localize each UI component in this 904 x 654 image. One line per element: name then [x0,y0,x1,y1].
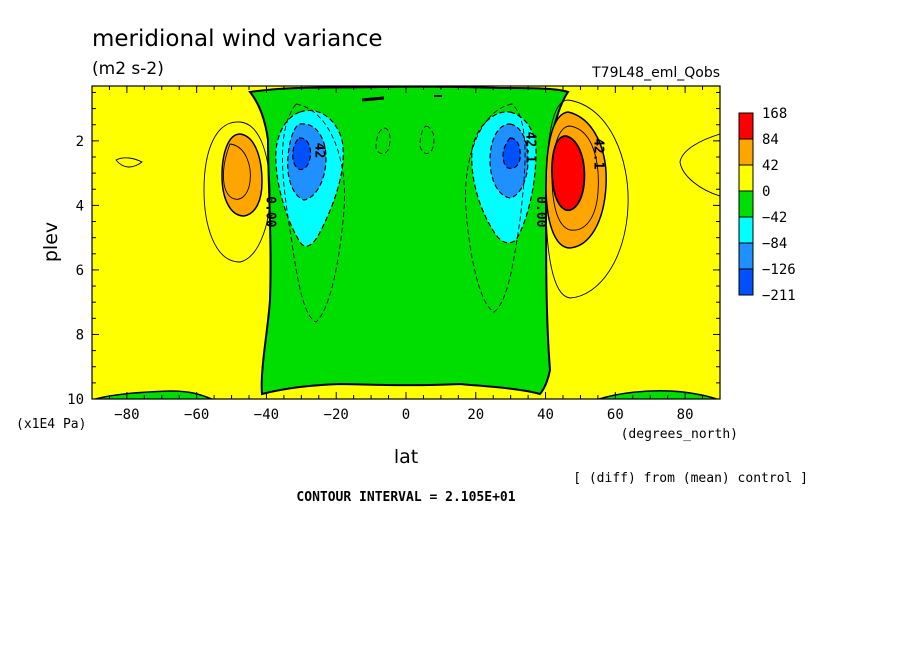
y-tick-labels: 2 4 6 8 10 [67,134,84,408]
colorbar-swatch [738,190,754,218]
positive-contours [115,99,720,299]
plot-area [92,86,720,399]
diff-note: [ (diff) from (mean) control ] [573,471,808,486]
x-tick-label: 40 [537,407,554,423]
y-tick-label: 4 [76,198,84,214]
x-tick-label: −40 [254,407,279,423]
colorbar: 168 84 42 0 −42 −84 −126 −211 [738,106,796,304]
colorbar-label: 42 [762,158,779,174]
colorbar-label: −84 [762,236,787,252]
contour-label: 42.1 [522,132,537,163]
x-tick-label: 80 [677,407,694,423]
x-tick-label: 20 [467,407,484,423]
x-tick-label: −80 [114,407,139,423]
colorbar-label: 168 [762,106,787,122]
contour-label: 0.00 [533,196,548,227]
x-axis-label: lat [394,446,418,468]
contour-interval: CONTOUR INTERVAL = 2.105E+01 [296,490,515,505]
surface-negative-strip [596,390,720,399]
y-tick-label: 8 [76,327,84,343]
colorbar-swatch [738,112,754,140]
chart-units: (m2 s-2) [92,59,164,79]
run-label: T79L48_eml_Qobs [591,65,720,81]
contour-label: 42 [311,143,326,159]
colorbar-swatch [738,242,754,270]
y-tick-label: 10 [67,392,84,408]
x-tick-label: 60 [607,407,624,423]
y-axis-units: (x1E4 Pa) [16,417,86,432]
y-axis-label: plev [40,222,62,262]
colorbar-swatch [738,268,754,296]
colorbar-label: −42 [762,210,787,226]
negative-contours [282,103,526,323]
axis-ticks [91,86,721,400]
y-tick-label: 2 [76,134,84,150]
colorbar-swatch [738,138,754,166]
y-tick-label: 6 [76,263,84,279]
contour-label: 0.00 [262,196,277,227]
colorbar-label: −126 [762,262,796,278]
negative-cell-core [502,137,521,170]
colorbar-swatch [738,164,754,192]
colorbar-label: 84 [762,132,779,148]
x-tick-label: 0 [402,407,410,423]
x-axis-units: (degrees_north) [621,427,738,442]
x-tick-labels: −80 −60 −40 −20 0 20 40 60 80 [114,407,693,423]
top-blob [361,96,385,102]
colorbar-label: −211 [762,288,796,304]
chart-title: meridional wind variance [92,26,383,52]
colorbar-swatch [738,216,754,244]
contour-labels: 42 0.00 42.1 0.00 42.1 [262,132,605,228]
contour-label: 42.1 [590,138,605,169]
negative-cell-core [292,137,312,171]
surface-negative-strip [92,390,214,399]
colorbar-label: 0 [762,184,770,200]
x-tick-label: −20 [324,407,349,423]
x-tick-label: −60 [184,407,209,423]
positive-cell-orange [221,133,263,217]
